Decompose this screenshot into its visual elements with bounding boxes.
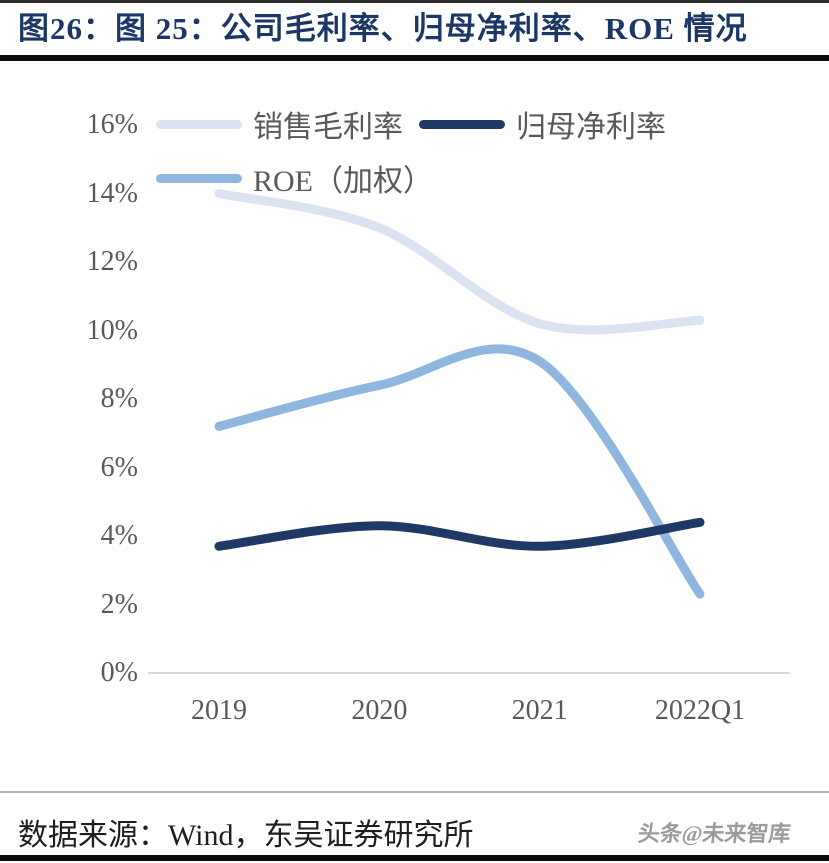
legend-label: 销售毛利率 bbox=[253, 111, 403, 144]
legend-label: ROE（加权） bbox=[253, 165, 433, 198]
x-tick-label: 2021 bbox=[511, 695, 568, 726]
y-tick-label: 6% bbox=[100, 451, 138, 483]
series-line-roe-weighted bbox=[214, 344, 705, 599]
y-tick-label: 8% bbox=[100, 383, 138, 414]
y-tick-label: 16% bbox=[86, 109, 138, 140]
legend-swatch-gross-margin bbox=[156, 119, 242, 129]
y-tick-label: 0% bbox=[100, 657, 138, 688]
x-tick-label: 2019 bbox=[191, 695, 247, 726]
y-tick-label: 4% bbox=[100, 520, 138, 551]
watermark: 头条@未来智库 bbox=[636, 821, 792, 846]
x-tick-label: 2020 bbox=[351, 695, 408, 726]
x-axis-line bbox=[148, 672, 790, 674]
legend-swatch-net-margin bbox=[419, 119, 505, 129]
x-tick-label: 2022Q1 bbox=[654, 695, 746, 726]
y-tick-label: 10% bbox=[86, 314, 138, 346]
y-tick-label: 14% bbox=[86, 177, 138, 209]
figure-title: 图26：图 25：公司毛利率、归母净利率、ROE 情况 bbox=[18, 11, 748, 46]
legend-item-net-margin: 归母净利率 bbox=[419, 106, 666, 144]
y-tick-label: 2% bbox=[100, 588, 138, 620]
series-line-gross-margin bbox=[214, 189, 705, 335]
legend-item-roe-weighted: ROE（加权） bbox=[156, 160, 433, 198]
legend-item-gross-margin: 销售毛利率 bbox=[156, 106, 403, 144]
top-border-line bbox=[0, 0, 829, 3]
title-underline bbox=[0, 55, 829, 61]
legend-label: 归母净利率 bbox=[516, 111, 666, 144]
series-line-net-margin bbox=[214, 517, 705, 551]
data-source-note: 数据来源：Wind，东吴证券研究所 bbox=[18, 819, 474, 852]
footer-divider-line bbox=[0, 791, 829, 793]
y-tick-label: 12% bbox=[86, 246, 138, 277]
legend-swatch-roe-weighted bbox=[156, 173, 242, 183]
bottom-border-line bbox=[0, 855, 829, 861]
